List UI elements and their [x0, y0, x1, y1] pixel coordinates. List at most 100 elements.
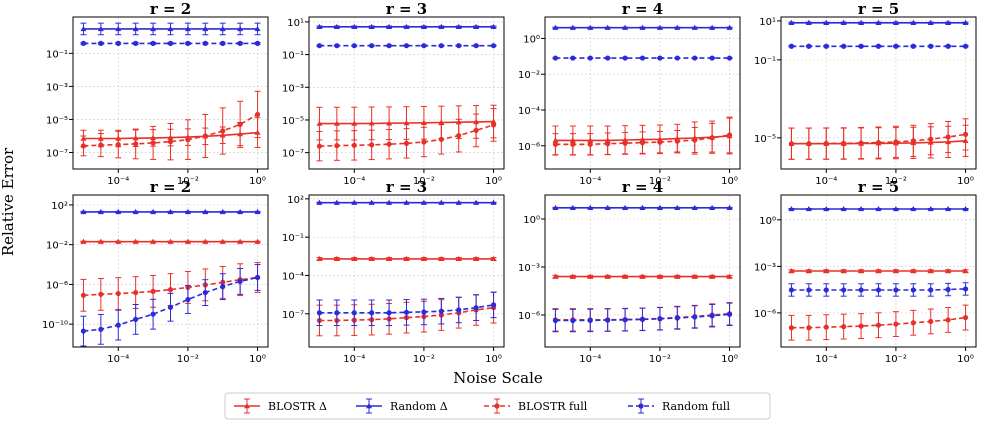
series: [788, 304, 969, 341]
data-point: [316, 143, 323, 149]
data-point: [150, 311, 156, 317]
data-point: [473, 43, 479, 49]
data-point: [490, 302, 497, 308]
x-tick-label: 10⁻²: [177, 176, 199, 187]
y-tick-label: 10¹: [287, 18, 304, 29]
data-point: [386, 43, 392, 49]
data-point: [928, 43, 934, 49]
data-point: [709, 204, 716, 211]
data-point: [473, 305, 479, 311]
data-point: [132, 208, 139, 215]
data-point: [455, 199, 462, 205]
series: [788, 43, 969, 49]
data-point: [202, 289, 208, 296]
data-point: [115, 141, 121, 148]
series: [788, 205, 969, 212]
series: [788, 282, 969, 297]
data-point: [351, 120, 358, 126]
data-point: [420, 23, 427, 30]
data-point: [927, 268, 934, 274]
y-tick-label: 10⁻³: [46, 82, 68, 93]
series: [316, 43, 497, 49]
subplot: 10⁻⁴ 10⁻² 10⁰ 10⁻⁷ 10⁻⁴ 10⁻¹ 10² r = 3: [282, 178, 505, 365]
data-point: [237, 40, 243, 47]
data-point: [858, 140, 864, 146]
data-point: [928, 318, 934, 325]
data-point: [438, 136, 444, 142]
data-point: [657, 55, 663, 61]
data-point: [220, 128, 226, 134]
x-tick-label: 10⁻²: [177, 354, 199, 365]
data-point: [875, 205, 882, 212]
data-point: [133, 40, 139, 47]
data-point: [237, 121, 243, 128]
data-point: [806, 287, 812, 293]
data-point: [875, 43, 882, 49]
data-point: [369, 142, 375, 148]
data-point: [333, 120, 340, 126]
data-point: [587, 55, 593, 61]
data-point: [709, 55, 715, 61]
data-point: [237, 25, 244, 32]
data-point: [945, 19, 952, 25]
legend-entry: Random Δ: [356, 398, 448, 414]
data-point: [892, 19, 899, 25]
data-point: [622, 317, 628, 323]
data-point: [351, 23, 358, 30]
data-point: [639, 273, 646, 279]
data-point: [605, 317, 611, 323]
x-tick-label: 10⁻⁴: [815, 176, 837, 187]
y-tick-label: 10²: [51, 201, 68, 212]
data-point: [552, 317, 559, 324]
series-line: [83, 276, 258, 297]
x-tick-label: 10⁰: [957, 176, 974, 187]
subplot-title: r = 5: [858, 178, 899, 196]
data-point: [639, 24, 646, 30]
data-point: [386, 120, 393, 126]
data-point: [333, 255, 340, 262]
x-tick-label: 10⁰: [485, 354, 502, 365]
x-tick-label: 10⁰: [249, 176, 266, 187]
data-point: [219, 208, 226, 215]
data-point: [552, 24, 559, 30]
data-point: [622, 55, 628, 61]
data-point: [788, 205, 795, 212]
data-point: [569, 24, 576, 30]
data-point: [202, 133, 208, 139]
data-point: [369, 43, 375, 49]
data-point: [132, 238, 139, 244]
y-tick-label: 10⁻¹: [754, 56, 776, 67]
x-tick-label: 10⁰: [485, 176, 502, 187]
data-point: [709, 24, 716, 30]
data-point: [456, 43, 462, 49]
y-tick-label: 10⁻⁴: [518, 106, 540, 117]
series: [80, 208, 261, 215]
y-tick-label: 10⁻²: [46, 241, 68, 252]
data-point: [167, 287, 174, 293]
y-tick-label: 10⁻⁵: [46, 115, 68, 126]
data-point: [674, 273, 681, 279]
data-point: [552, 141, 559, 147]
data-point: [726, 273, 733, 279]
series: [552, 204, 733, 211]
legend-label: Random full: [662, 400, 730, 413]
y-tick-label: 10⁻⁶: [46, 280, 68, 291]
data-point: [351, 142, 357, 148]
data-point: [691, 204, 698, 211]
x-tick-label: 10⁻⁴: [579, 354, 601, 365]
y-axis-label: Relative Error: [0, 147, 17, 256]
data-point: [369, 310, 375, 316]
data-point: [254, 238, 261, 244]
series: [552, 302, 733, 333]
axes-frame: [72, 194, 269, 348]
data-point: [456, 133, 462, 139]
legend-marker: [244, 403, 250, 409]
data-point: [656, 204, 663, 211]
data-point: [80, 238, 87, 244]
data-point: [823, 324, 829, 330]
data-point: [910, 287, 916, 293]
series-line: [555, 134, 730, 146]
y-tick-label: 10⁻³: [282, 83, 304, 94]
data-point: [841, 140, 847, 146]
data-point: [587, 141, 593, 147]
